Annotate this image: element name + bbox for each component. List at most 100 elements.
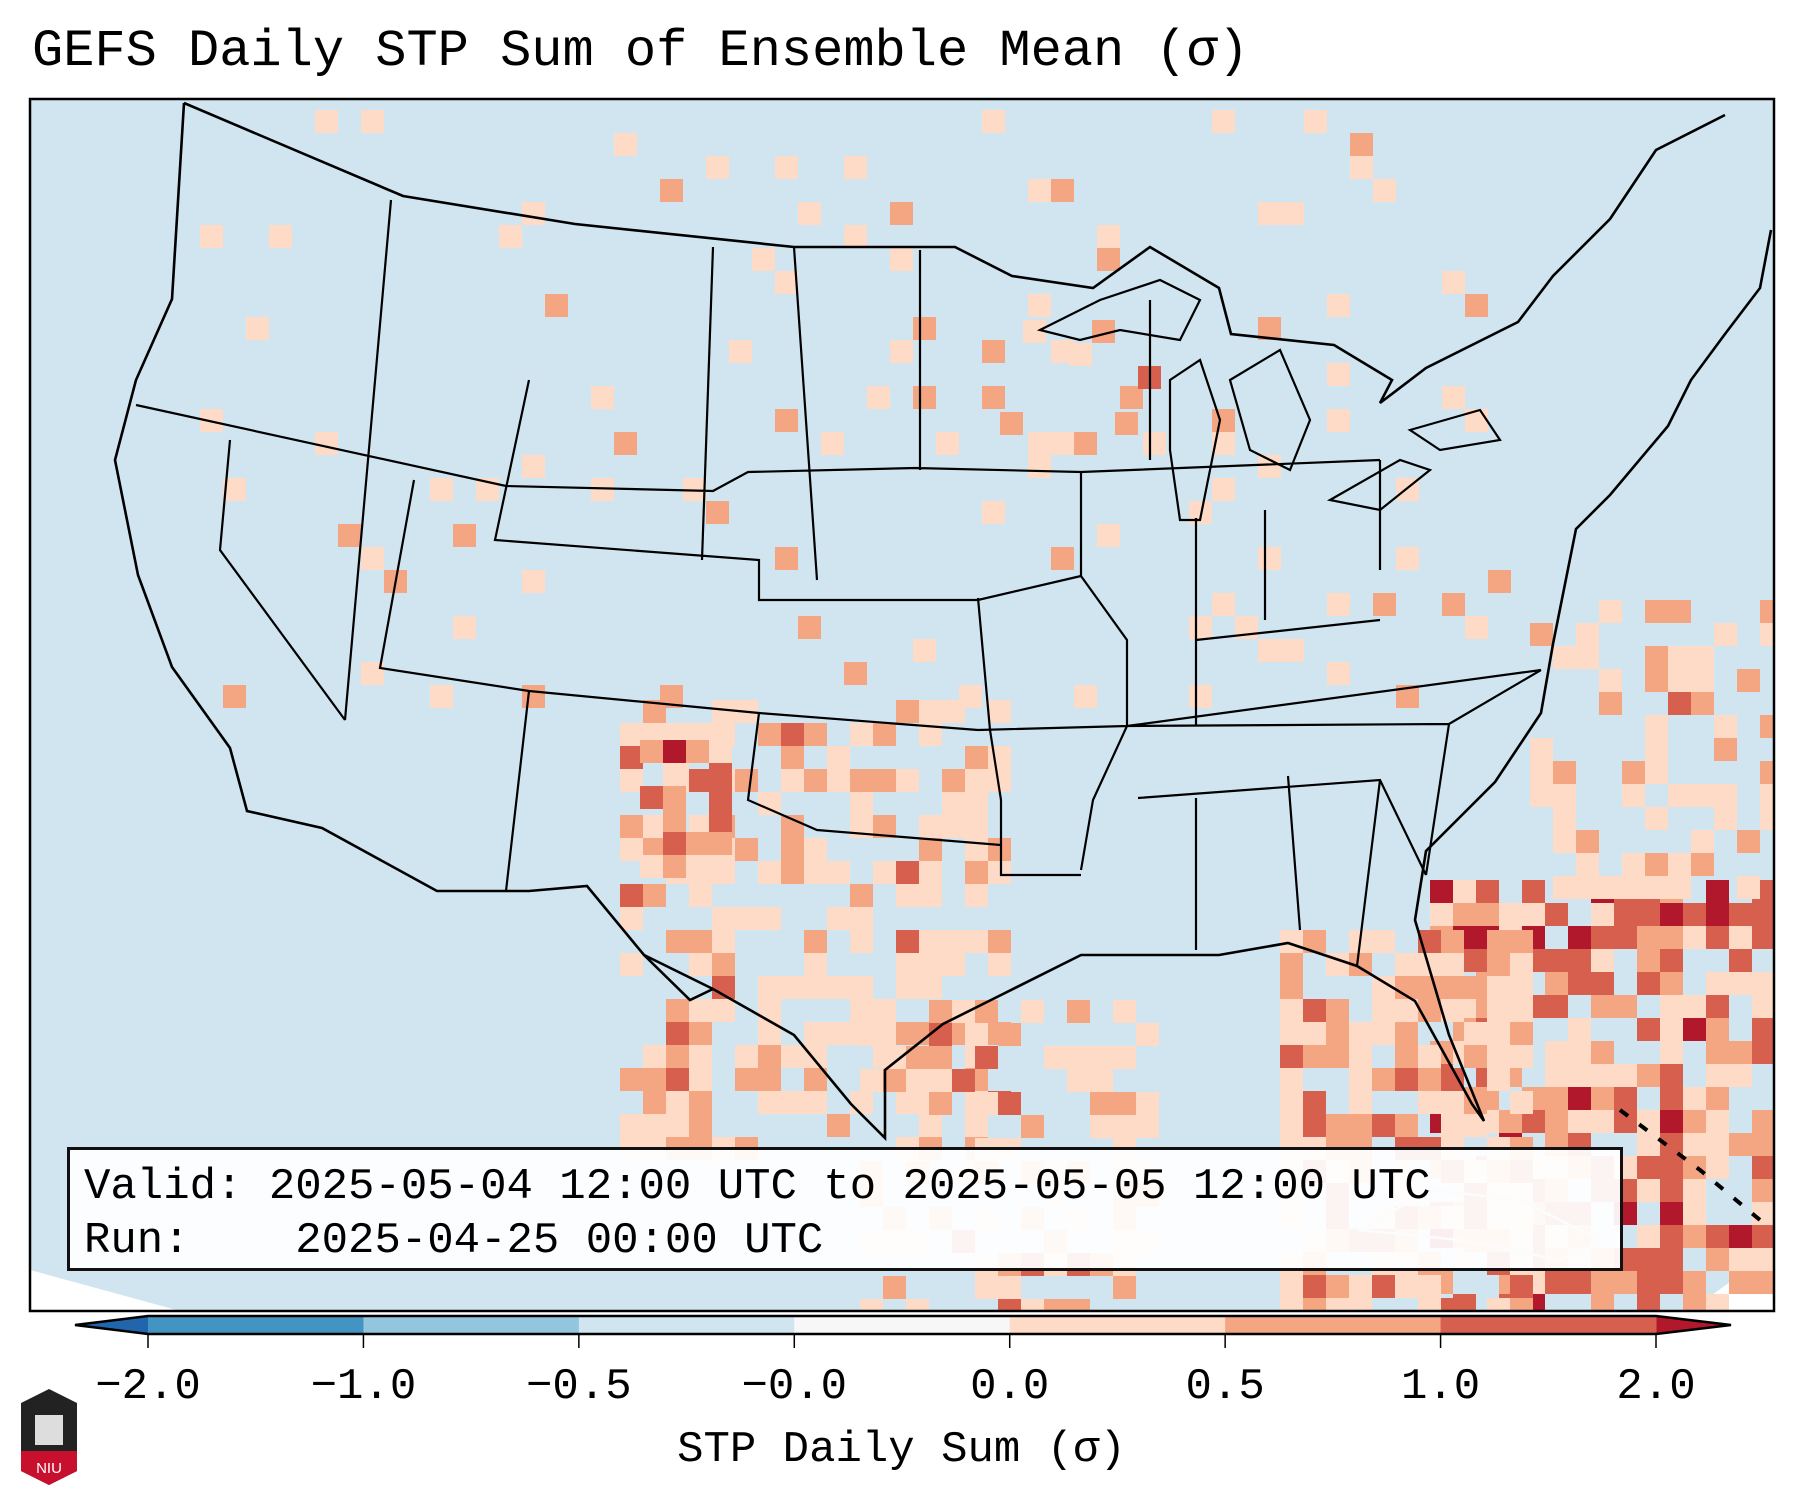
stp-cell (883, 1069, 906, 1092)
stp-cell (689, 1068, 712, 1091)
stp-cell (1303, 1298, 1326, 1311)
stp-cell (827, 861, 850, 884)
stp-cell (1280, 953, 1303, 976)
stp-cell (919, 861, 942, 884)
stp-cell (1530, 623, 1553, 646)
stp-cell (1212, 110, 1235, 133)
stp-cell (1303, 1091, 1326, 1114)
stp-cell (545, 294, 568, 317)
stp-cell (1530, 784, 1553, 807)
stp-cell (988, 746, 1011, 769)
stp-cell (729, 340, 752, 363)
stp-cell (1553, 807, 1576, 830)
stp-cell (860, 1023, 883, 1046)
stp-cell (1510, 999, 1533, 1022)
stp-cell (781, 746, 804, 769)
stp-cell (1591, 1087, 1614, 1110)
stp-cell (1441, 1298, 1464, 1311)
stp-cell (1418, 1275, 1441, 1298)
stp-cell (965, 930, 988, 953)
stp-cell (1044, 1299, 1067, 1311)
stp-cell (246, 317, 269, 340)
colorbar-segment (148, 1316, 364, 1334)
stp-cell (1637, 1248, 1660, 1271)
stp-cell (1637, 1156, 1660, 1179)
stp-cell (1637, 972, 1660, 995)
stp-cell (1530, 738, 1553, 761)
stp-cell (1637, 926, 1660, 949)
stp-cell (850, 884, 873, 907)
stp-cell (1212, 593, 1235, 616)
stp-cell (1614, 903, 1637, 926)
stp-cell (1350, 133, 1373, 156)
stp-cell (781, 838, 804, 861)
stp-cell (1143, 432, 1166, 455)
stp-cell (1553, 876, 1576, 899)
stp-cell (1465, 294, 1488, 317)
stp-cell (965, 792, 988, 815)
stp-cell (929, 1069, 952, 1092)
stp-cell (686, 740, 709, 763)
stp-cell (735, 1068, 758, 1091)
stp-cell (1729, 903, 1752, 926)
mexico-border-inner (643, 954, 714, 1002)
stp-cell (850, 999, 873, 1022)
stp-cell (1683, 1225, 1706, 1248)
stp-cell (1706, 926, 1729, 949)
stp-cell (1645, 761, 1668, 784)
stp-cell (1591, 995, 1614, 1018)
stp-cell (1303, 999, 1326, 1022)
stp-cell (804, 976, 827, 999)
stp-cell (1706, 1087, 1729, 1110)
stp-cell (1373, 179, 1396, 202)
valid-run-info-box: Valid: 2025-05-04 12:00 UTC to 2025-05-0… (67, 1147, 1623, 1271)
stp-cell (1645, 715, 1668, 738)
stp-cell (1327, 662, 1350, 685)
stp-cell (896, 1091, 919, 1114)
stp-cell (1545, 995, 1568, 1018)
stp-cell (1591, 1064, 1614, 1087)
stp-cell (1568, 1271, 1591, 1294)
stp-cell (1691, 692, 1714, 715)
stp-cell (499, 225, 522, 248)
stp-cell (453, 616, 476, 639)
stp-cell (315, 110, 338, 133)
stp-cell (1637, 1064, 1660, 1087)
stp-cell (640, 740, 663, 763)
stp-cell (1683, 1294, 1706, 1311)
stp-cell (1028, 179, 1051, 202)
stp-cell (1752, 1133, 1774, 1156)
stp-cell (1691, 669, 1714, 692)
stp-cell (1545, 1087, 1568, 1110)
stp-cell (706, 156, 729, 179)
stp-cell (614, 133, 637, 156)
stp-cell (223, 685, 246, 708)
chart-title: GEFS Daily STP Sum of Ensemble Mean (σ) (32, 22, 1249, 81)
stp-cell (942, 792, 965, 815)
stp-cell (936, 432, 959, 455)
stp-cell (1706, 995, 1729, 1018)
stp-cell (1418, 1091, 1441, 1114)
stp-cell (1591, 903, 1614, 926)
stp-cell (689, 1045, 712, 1068)
stp-cell (1637, 1294, 1660, 1311)
stp-cell (998, 1023, 1021, 1046)
stp-cell (988, 861, 1011, 884)
stp-cell (1691, 784, 1714, 807)
stp-cell (689, 1114, 712, 1137)
stp-cell (1487, 1298, 1510, 1311)
stp-cell (1645, 876, 1668, 899)
stp-cell (1683, 1202, 1706, 1225)
stp-cell (850, 1091, 873, 1114)
stp-cell (223, 478, 246, 501)
stp-cell (804, 861, 827, 884)
stp-cell (896, 1022, 919, 1045)
stp-cell (942, 815, 965, 838)
stp-cell (1510, 1091, 1533, 1114)
stp-cell (1464, 1045, 1487, 1068)
map-frame (28, 97, 1776, 1313)
stp-cell (643, 1068, 666, 1091)
stp-cell (689, 1091, 712, 1114)
stp-cell (1280, 1068, 1303, 1091)
stp-cell (1136, 1115, 1159, 1138)
